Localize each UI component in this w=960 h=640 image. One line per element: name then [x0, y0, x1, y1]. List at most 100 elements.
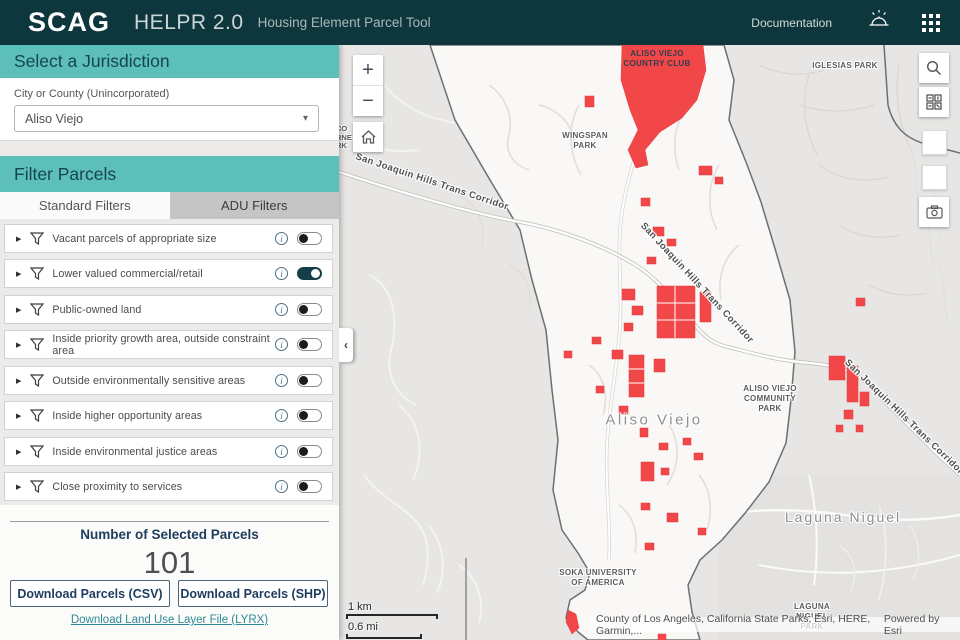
- filter-row: ▶ Outside environmentally sensitive area…: [4, 366, 333, 395]
- corridor-road: [339, 170, 960, 477]
- zoom-control: + −: [353, 55, 383, 116]
- filter-toggle[interactable]: [297, 480, 322, 493]
- powered-by-esri[interactable]: Powered by Esri: [883, 612, 940, 637]
- info-icon[interactable]: i: [275, 338, 288, 351]
- filter-funnel-icon: [30, 232, 45, 245]
- filter-funnel-icon: [30, 267, 45, 280]
- map-attribution: County of Los Angeles, California State …: [590, 613, 960, 637]
- zoom-in-button[interactable]: +: [362, 58, 374, 81]
- info-icon[interactable]: i: [275, 232, 288, 245]
- filter-row: ▶ Inside environmental justice areas i: [4, 437, 333, 466]
- divider: [10, 521, 329, 522]
- map-scalebar: 1 km 0.6 mi: [346, 601, 438, 639]
- expand-caret-icon[interactable]: ▶: [16, 235, 22, 243]
- info-icon[interactable]: i: [275, 445, 288, 458]
- filter-toggle[interactable]: [297, 409, 322, 422]
- search-icon: [926, 60, 942, 76]
- results-section: [0, 505, 339, 640]
- attribution-sources: County of Los Angeles, California State …: [596, 612, 871, 637]
- sidebar-collapse-handle[interactable]: ‹: [339, 328, 353, 362]
- download-shp-button[interactable]: Download Parcels (SHP): [178, 580, 328, 607]
- scale-km-label: 1 km: [348, 601, 372, 613]
- expand-caret-icon[interactable]: ▶: [16, 483, 22, 491]
- jurisdiction-selected-value: Aliso Viejo: [25, 111, 84, 126]
- filter-toggle[interactable]: [297, 303, 322, 316]
- filter-row: ▶ Inside priority growth area, outside c…: [4, 330, 333, 359]
- filter-row: ▶ Inside higher opportunity areas i: [4, 401, 333, 430]
- basemap-gallery-button[interactable]: [919, 87, 949, 117]
- filter-funnel-icon: [30, 374, 45, 387]
- results-label: Number of Selected Parcels: [80, 527, 259, 542]
- widget-placeholder-button[interactable]: [922, 130, 947, 155]
- expand-caret-icon[interactable]: ▶: [16, 412, 22, 420]
- filter-toggle[interactable]: [297, 374, 322, 387]
- laguna-streets: [718, 474, 960, 601]
- tab-standard-filters[interactable]: Standard Filters: [0, 192, 170, 219]
- filter-label: Public-owned land: [52, 303, 142, 316]
- filter-row: ▶ Close proximity to services i: [4, 472, 333, 501]
- screenshot-button[interactable]: [919, 197, 949, 227]
- home-icon: [361, 130, 375, 144]
- expand-caret-icon[interactable]: ▶: [16, 270, 22, 278]
- scale-km-bar: [346, 614, 438, 619]
- filter-funnel-icon: [30, 303, 45, 316]
- app-launcher-icon[interactable]: [922, 13, 940, 32]
- expand-caret-icon[interactable]: ▶: [16, 448, 22, 456]
- filter-label: Inside higher opportunity areas: [52, 409, 203, 422]
- filter-label: Outside environmentally sensitive areas: [52, 374, 246, 387]
- app-header: SCAG HELPR 2.0 Housing Element Parcel To…: [0, 0, 960, 45]
- parcel-grid-lines: [629, 286, 695, 384]
- home-button[interactable]: [353, 122, 383, 152]
- map-canvas: [339, 45, 960, 640]
- filter-toggle[interactable]: [297, 445, 322, 458]
- filter-label: Close proximity to services: [52, 480, 183, 493]
- basemap-gallery-icon: [926, 94, 942, 110]
- app-title: HELPR 2.0: [134, 10, 244, 34]
- selected-parcels: [563, 45, 870, 640]
- map-viewport[interactable]: ALISO VIEJO COUNTRY CLUB WINGSPAN PARK I…: [339, 45, 960, 640]
- sidebar: Select a Jurisdiction City or County (Un…: [0, 45, 339, 640]
- filters-heading: Filter Parcels: [0, 156, 339, 192]
- camera-icon: [925, 205, 943, 219]
- app-subtitle: Housing Element Parcel Tool: [257, 15, 431, 30]
- jurisdiction-select[interactable]: Aliso Viejo ▾: [14, 105, 319, 132]
- tab-adu-filters[interactable]: ADU Filters: [169, 192, 339, 219]
- widget-placeholder-button[interactable]: [922, 165, 947, 190]
- chevron-down-icon: ▾: [302, 113, 308, 124]
- partial-park-label: CO RNE RK: [339, 124, 352, 151]
- filter-funnel-icon: [30, 445, 45, 458]
- info-icon[interactable]: i: [275, 303, 288, 316]
- jurisdiction-card: City or County (Unincorporated) Aliso Vi…: [0, 78, 339, 141]
- service-bell-icon[interactable]: [866, 8, 892, 37]
- expand-caret-icon[interactable]: ▶: [16, 377, 22, 385]
- info-icon[interactable]: i: [275, 374, 288, 387]
- download-lyrx-link[interactable]: Download Land Use Layer File (LYRX): [70, 614, 269, 626]
- selected-parcels-count: 101: [143, 545, 196, 580]
- filter-toggle[interactable]: [297, 267, 322, 280]
- filter-toggle[interactable]: [297, 232, 322, 245]
- download-csv-button[interactable]: Download Parcels (CSV): [10, 580, 170, 607]
- collapse-chevron-icon: ‹: [344, 338, 348, 352]
- search-button[interactable]: [919, 53, 949, 83]
- filter-row: ▶ Vacant parcels of appropriate size i: [4, 224, 333, 253]
- city-boundary: [429, 45, 796, 640]
- documentation-link[interactable]: Documentation: [751, 15, 832, 30]
- filter-funnel-icon: [30, 338, 45, 351]
- expand-caret-icon[interactable]: ▶: [16, 341, 22, 349]
- filter-funnel-icon: [30, 480, 45, 493]
- zoom-out-button[interactable]: −: [353, 85, 383, 116]
- info-icon[interactable]: i: [275, 409, 288, 422]
- jurisdiction-field-label: City or County (Unincorporated): [14, 88, 170, 100]
- info-icon[interactable]: i: [275, 480, 288, 493]
- scag-logo: SCAG: [28, 7, 111, 37]
- scale-mi-bar: [346, 634, 422, 639]
- expand-caret-icon[interactable]: ▶: [16, 306, 22, 314]
- filter-row: ▶ Lower valued commercial/retail i: [4, 259, 333, 288]
- filter-label: Inside environmental justice areas: [52, 445, 218, 458]
- filter-toggle[interactable]: [297, 338, 322, 351]
- filter-label: Inside priority growth area, outside con…: [52, 332, 270, 357]
- filter-label: Lower valued commercial/retail: [52, 267, 203, 280]
- info-icon[interactable]: i: [275, 267, 288, 280]
- scale-mi-label: 0.6 mi: [348, 621, 378, 633]
- filter-tabs: Standard Filters ADU Filters: [0, 192, 339, 219]
